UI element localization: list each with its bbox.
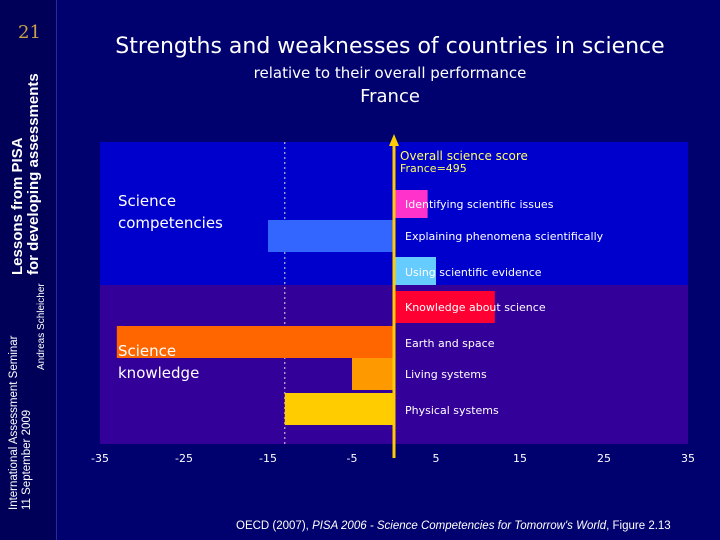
tick-label: 25 [597, 452, 611, 465]
page-subtitle: relative to their overall performance [253, 64, 527, 82]
category-label: Using scientific evidence [405, 266, 542, 279]
page-number: 21 [18, 22, 41, 43]
category-label: Physical systems [405, 404, 499, 417]
category-label: Identifying scientific issues [405, 198, 554, 211]
tick-label: -15 [259, 452, 277, 465]
baseline-label: Overall science score [400, 149, 528, 163]
bar-physical-systems [284, 393, 394, 425]
baseline-arrow [389, 134, 399, 146]
source-title: PISA 2006 - Science Competencies for Tom… [312, 520, 607, 532]
page-title: Strengths and weaknesses of countries in… [115, 34, 665, 59]
source-citation: OECD (2007), PISA 2006 - Science Compete… [236, 520, 671, 532]
group-label: Science [118, 192, 176, 210]
bar-earth-and-space [116, 326, 395, 358]
country-name: France [360, 86, 420, 107]
category-label: Explaining phenomena scientifically [405, 230, 604, 243]
tick-label: 5 [433, 452, 440, 465]
category-label: Living systems [405, 368, 487, 381]
tick-label: 35 [681, 452, 695, 465]
source-prefix: OECD (2007), [236, 520, 313, 532]
bar-identifying-scientific-issues [394, 190, 428, 218]
source-suffix: , Figure 2.13 [606, 520, 671, 532]
bar-using-scientific-evidence [394, 257, 436, 285]
bar-explaining-phenomena-scientifically [268, 220, 394, 252]
group-label: Science [118, 342, 176, 360]
group-label: knowledge [118, 364, 199, 382]
category-label: Earth and space [405, 337, 495, 350]
tick-label: -5 [347, 452, 358, 465]
tick-label: 15 [513, 452, 527, 465]
tick-label: -25 [175, 452, 193, 465]
group-label: competencies [118, 214, 223, 232]
bar-knowledge-about-science [394, 291, 495, 323]
baseline-value-label: France=495 [400, 162, 467, 175]
category-label: Knowledge about science [405, 301, 546, 314]
tick-label: -35 [91, 452, 109, 465]
sidebar: 21 Lessons from PISA for developing asse… [0, 0, 57, 540]
bar-living-systems [352, 358, 394, 390]
